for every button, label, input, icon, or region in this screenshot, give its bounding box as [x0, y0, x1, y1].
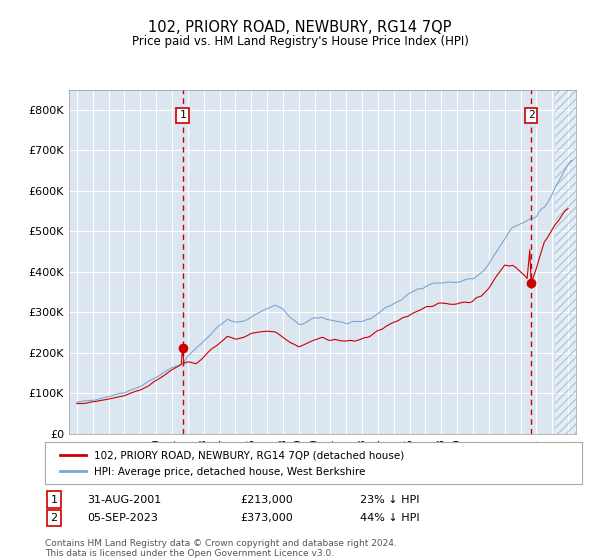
Text: £373,000: £373,000 — [240, 513, 293, 523]
Text: 44% ↓ HPI: 44% ↓ HPI — [360, 513, 419, 523]
Text: 31-AUG-2001: 31-AUG-2001 — [87, 494, 161, 505]
Bar — [556, 90, 576, 434]
Text: 05-SEP-2023: 05-SEP-2023 — [87, 513, 158, 523]
Text: Price paid vs. HM Land Registry's House Price Index (HPI): Price paid vs. HM Land Registry's House … — [131, 35, 469, 48]
Text: 23% ↓ HPI: 23% ↓ HPI — [360, 494, 419, 505]
Legend: 102, PRIORY ROAD, NEWBURY, RG14 7QP (detached house), HPI: Average price, detach: 102, PRIORY ROAD, NEWBURY, RG14 7QP (det… — [56, 446, 409, 480]
Text: 102, PRIORY ROAD, NEWBURY, RG14 7QP: 102, PRIORY ROAD, NEWBURY, RG14 7QP — [148, 20, 452, 35]
Text: 2: 2 — [528, 110, 535, 120]
Text: 1: 1 — [179, 110, 186, 120]
Bar — [556, 90, 576, 434]
Text: Contains HM Land Registry data © Crown copyright and database right 2024.
This d: Contains HM Land Registry data © Crown c… — [45, 539, 397, 558]
Text: 2: 2 — [50, 513, 58, 523]
Text: £213,000: £213,000 — [240, 494, 293, 505]
Text: 1: 1 — [50, 494, 58, 505]
